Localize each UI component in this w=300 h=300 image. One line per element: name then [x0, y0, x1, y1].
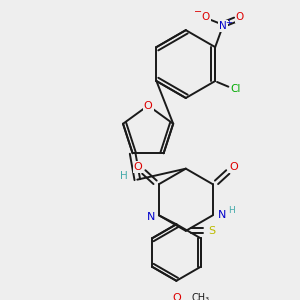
Text: O: O — [134, 162, 142, 172]
Text: O: O — [172, 293, 181, 300]
Text: O: O — [144, 100, 152, 110]
Text: O: O — [236, 12, 244, 22]
Text: +: + — [225, 18, 232, 27]
Text: O: O — [229, 162, 238, 172]
Text: H: H — [120, 171, 128, 181]
Text: N: N — [218, 210, 226, 220]
Text: O: O — [202, 12, 210, 22]
Text: H: H — [228, 206, 235, 215]
Text: N: N — [219, 21, 226, 32]
Text: S: S — [208, 226, 216, 236]
Text: CH₃: CH₃ — [191, 293, 210, 300]
Text: −: − — [194, 7, 202, 17]
Text: Cl: Cl — [231, 84, 241, 94]
Text: N: N — [147, 212, 155, 222]
